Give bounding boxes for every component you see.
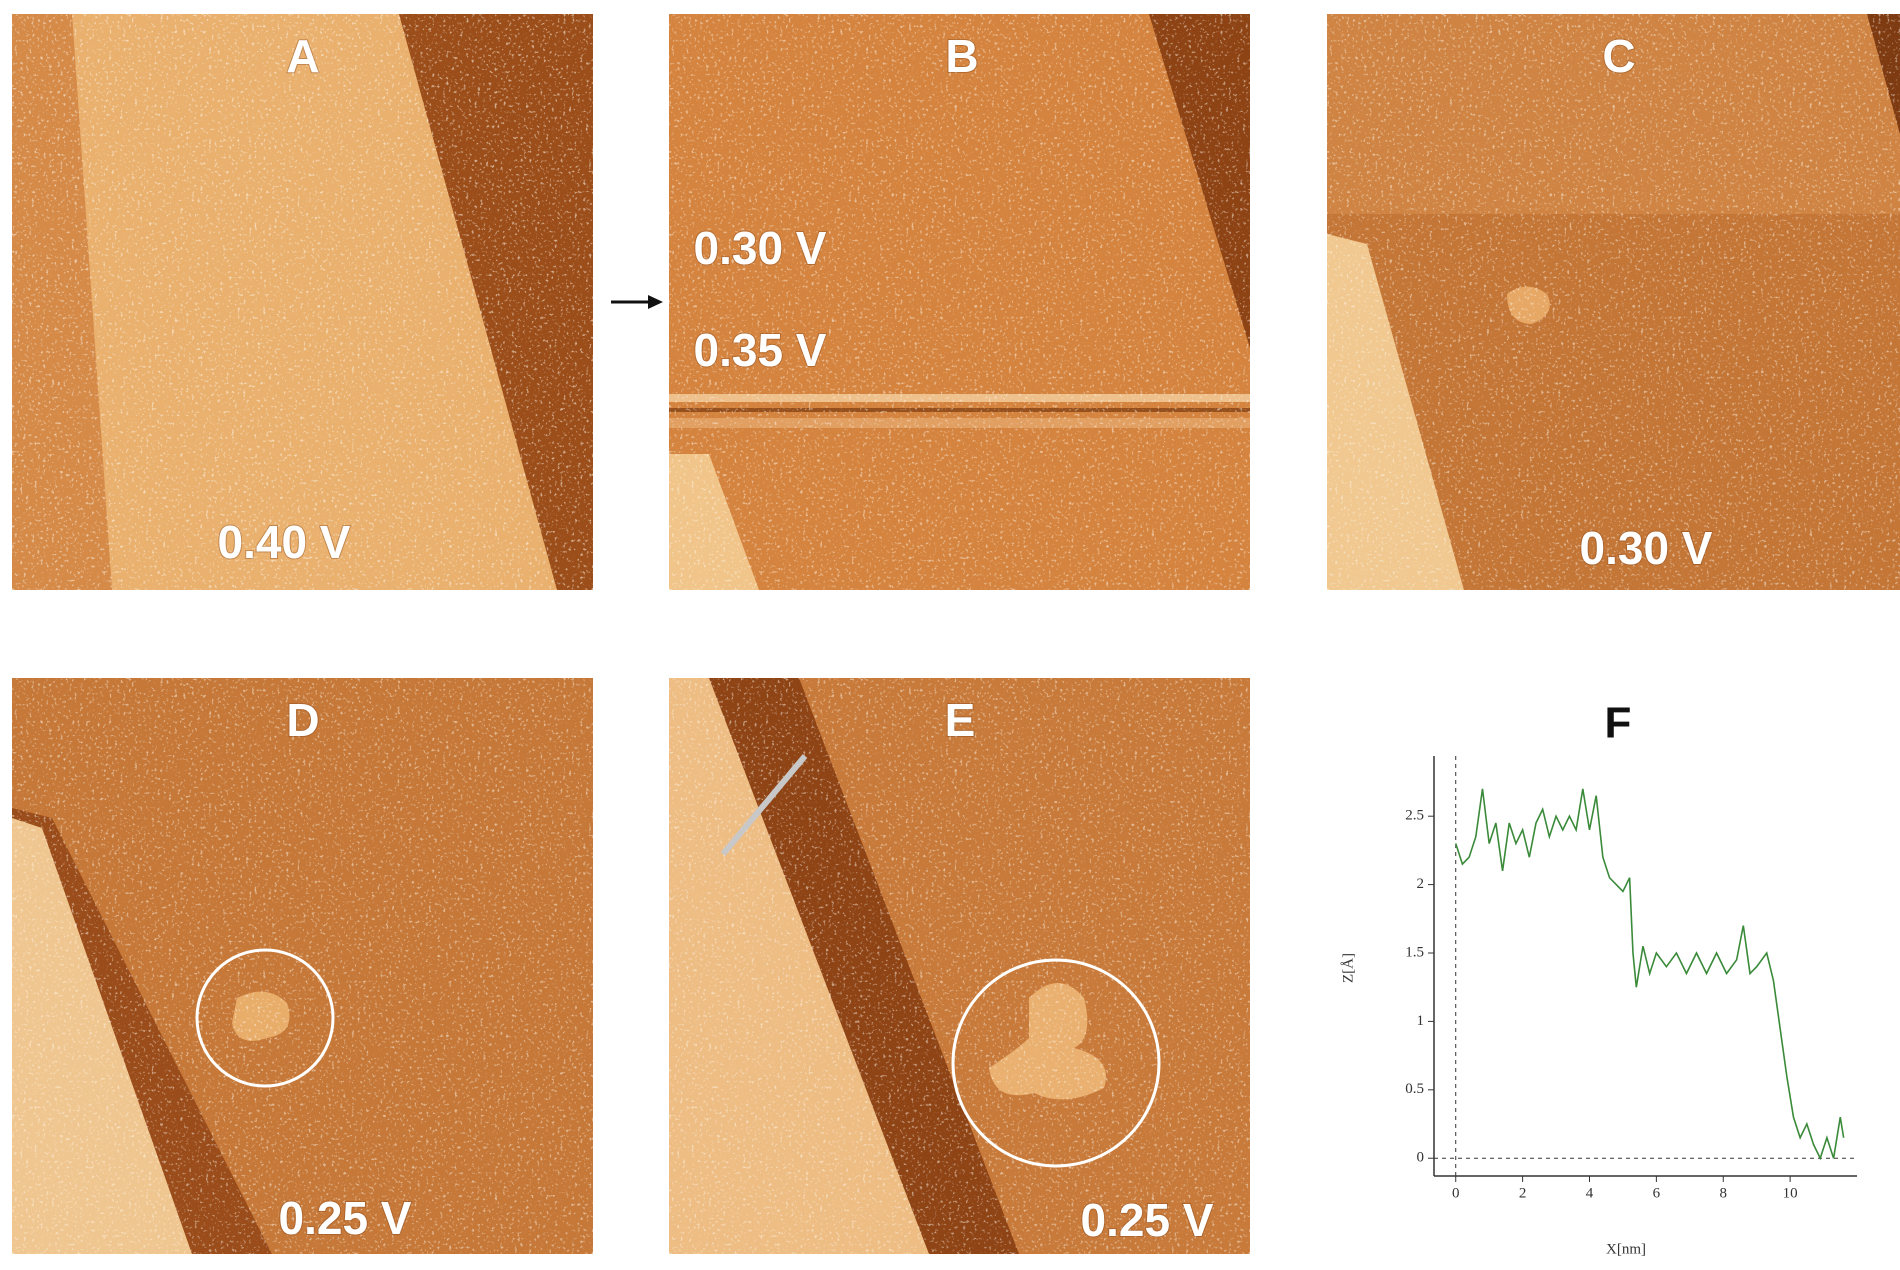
x-tick-label: 8: [1719, 1185, 1727, 1201]
y-tick-label: 0: [1417, 1150, 1425, 1166]
x-tick-label: 4: [1586, 1185, 1594, 1201]
stm-image-b: [669, 14, 1250, 590]
voltage-label: 0.35 V: [694, 324, 827, 376]
y-tick-label: 1.5: [1405, 944, 1424, 960]
stm-image-e: [669, 678, 1250, 1254]
stm-image-c: [1327, 14, 1900, 590]
x-axis-label: X[nm]: [1606, 1241, 1646, 1257]
y-tick-label: 2: [1417, 876, 1425, 892]
voltage-label: 0.30 V: [694, 222, 827, 274]
voltage-label: 0.40 V: [218, 516, 351, 568]
panel-label: A: [286, 30, 319, 82]
panel-label: E: [945, 694, 976, 746]
stm-image-a: [12, 14, 593, 590]
panel-label: C: [1602, 30, 1635, 82]
panel-label: D: [286, 694, 319, 746]
y-tick-label: 2.5: [1405, 808, 1424, 824]
x-tick-label: 0: [1452, 1185, 1460, 1201]
x-tick-label: 10: [1783, 1185, 1798, 1201]
x-tick-label: 2: [1519, 1185, 1527, 1201]
chart-title: F: [1605, 699, 1632, 748]
voltage-label: 0.30 V: [1580, 522, 1713, 574]
arrow-head: [648, 295, 663, 309]
y-tick-label: 0.5: [1405, 1081, 1424, 1097]
stm-image-d: [12, 678, 593, 1254]
profile-line: [1456, 789, 1844, 1158]
panel-label: B: [945, 30, 978, 82]
voltage-label: 0.25 V: [1081, 1194, 1214, 1246]
voltage-label: 0.25 V: [279, 1192, 412, 1244]
x-tick-label: 6: [1653, 1185, 1661, 1201]
y-axis-label: Z[Å]: [1340, 953, 1356, 983]
y-tick-label: 1: [1417, 1013, 1425, 1029]
figure: A 0.40 V B 0.30 V 0.35 V C 0.30 V D 0.25…: [0, 0, 1900, 1270]
